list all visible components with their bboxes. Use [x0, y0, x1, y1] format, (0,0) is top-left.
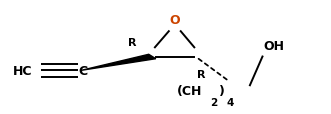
Text: 4: 4: [226, 98, 233, 108]
Text: 2: 2: [210, 98, 217, 108]
Polygon shape: [81, 55, 156, 71]
Text: R: R: [197, 69, 206, 79]
Text: ): ): [218, 85, 224, 98]
Text: R: R: [128, 37, 137, 47]
Text: OH: OH: [263, 39, 284, 52]
Text: HC: HC: [13, 64, 33, 77]
Text: C: C: [79, 64, 88, 77]
Text: (CH: (CH: [177, 85, 203, 98]
Text: O: O: [169, 14, 180, 27]
